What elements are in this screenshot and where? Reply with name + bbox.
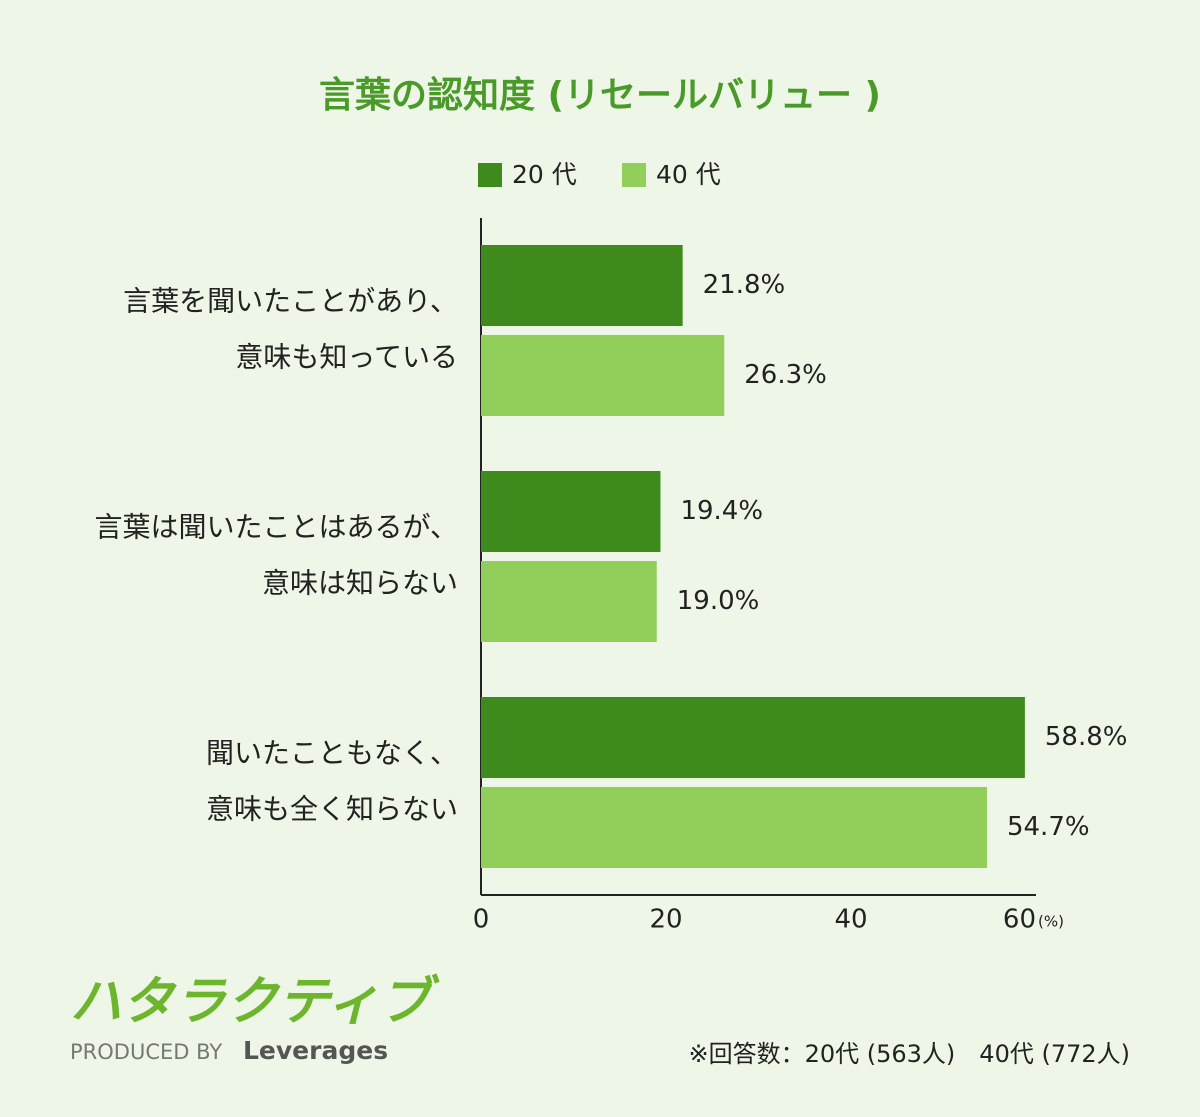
brand: Leverages [243, 1036, 388, 1065]
bar [481, 697, 1025, 778]
value-label: 21.8% [703, 270, 786, 300]
category-label: 意味も知っている [235, 341, 458, 374]
note: ※回答数：20代 (563人) 40代 (772人) [688, 1040, 1130, 1068]
value-label: 19.4% [680, 496, 763, 526]
value-label: 26.3% [744, 360, 827, 390]
logo: ハタラクティブ [70, 972, 440, 1032]
value-label: 19.0% [677, 586, 760, 616]
legend-swatch [622, 163, 646, 187]
category-label: 意味は知らない [262, 567, 458, 600]
bar [481, 335, 725, 416]
x-unit: (%) [1038, 913, 1064, 931]
x-tick-label: 40 [834, 905, 867, 935]
category-label: 言葉は聞いたことはあるが、 [95, 511, 458, 544]
bar [481, 787, 987, 868]
category-label: 聞いたこともなく、 [206, 737, 458, 770]
legend-label: 20 代 [512, 160, 577, 189]
bar [481, 245, 683, 326]
bar [481, 471, 661, 552]
value-label: 58.8% [1045, 722, 1128, 752]
x-tick-label: 60 [1003, 905, 1036, 935]
x-tick-label: 0 [473, 905, 490, 935]
value-label: 54.7% [1007, 812, 1090, 842]
legend-swatch [478, 163, 502, 187]
bar [481, 561, 657, 642]
legend-label: 40 代 [656, 160, 721, 189]
chart-title: 言葉の認知度 (リセールバリュー ) [319, 75, 881, 116]
produced-by: PRODUCED BY [70, 1040, 222, 1064]
x-tick-label: 20 [649, 905, 682, 935]
category-label: 言葉を聞いたことがあり、 [123, 285, 458, 318]
category-label: 意味も全く知らない [206, 793, 458, 826]
